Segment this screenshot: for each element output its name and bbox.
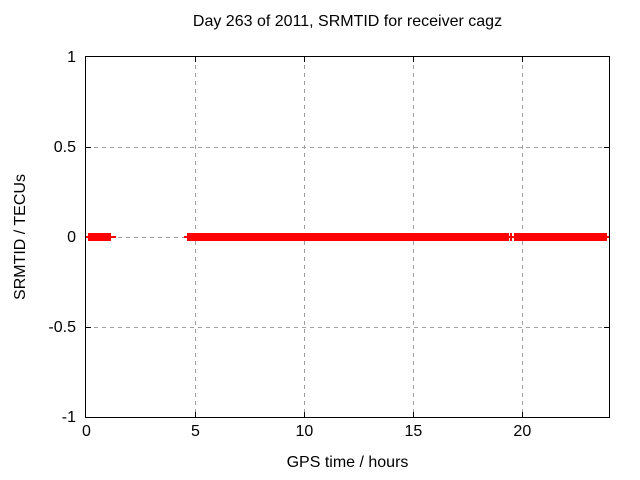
axis-tick-right [604, 147, 609, 148]
y-tick-label: 1 [67, 48, 76, 66]
y-tick-label: 0.5 [53, 138, 76, 156]
axis-tick-left [86, 147, 91, 148]
axis-tick-right [604, 327, 609, 328]
axis-tick-bottom [303, 412, 305, 417]
axis-tick-top [194, 57, 196, 62]
axis-tick-bottom [194, 412, 196, 417]
axis-tick-left [86, 327, 91, 328]
chart-title: Day 263 of 2011, SRMTID for receiver cag… [192, 13, 503, 30]
y-tick-label: 0 [67, 228, 76, 246]
plot-area [85, 56, 610, 418]
x-tick-label: 0 [82, 423, 91, 440]
y-tick-label: -0.5 [48, 318, 76, 336]
axis-tick-top [412, 57, 414, 62]
axis-tick-bottom [412, 412, 414, 417]
x-tick-label: 5 [191, 423, 200, 440]
series-point-run [513, 233, 607, 241]
axis-tick-bottom [521, 412, 523, 417]
x-axis-title: GPS time / hours [286, 454, 409, 471]
series-point-run [87, 233, 111, 241]
x-tick-label: 10 [295, 423, 314, 440]
axis-tick-top [521, 57, 523, 62]
grid-line-horizontal [86, 327, 609, 328]
series-point-run [510, 233, 513, 241]
x-tick-label: 15 [404, 423, 423, 440]
x-tick-label: 20 [513, 423, 532, 440]
axis-tick-top [303, 57, 305, 62]
grid-line-horizontal [86, 147, 609, 148]
y-tick-label: -1 [61, 408, 76, 426]
series-point-run [186, 233, 509, 241]
